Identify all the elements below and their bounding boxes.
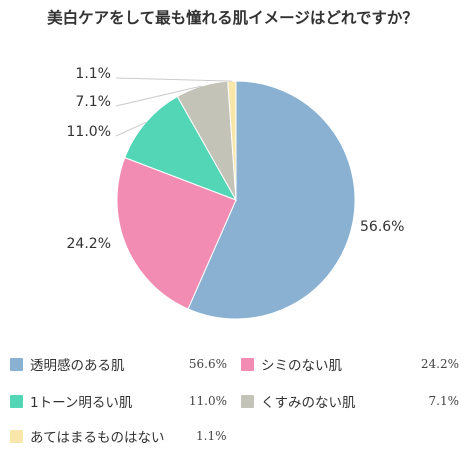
data-label-4: 1.1% — [75, 66, 111, 82]
chart-title: 美白ケアをして最も憧れる肌イメージはどれですか？ — [47, 9, 418, 27]
data-label-1: 24.2% — [67, 236, 111, 252]
leader-line-3 — [115, 85, 202, 107]
pie-slice-1 — [116, 156, 237, 310]
data-label-3: 7.1% — [75, 94, 111, 110]
data-label-2: 11.0% — [67, 124, 111, 140]
data-label-0: 56.6% — [360, 219, 404, 235]
leader-line-2 — [115, 121, 147, 137]
leader-line-4 — [115, 77, 232, 82]
pie-slice-0 — [187, 80, 356, 320]
